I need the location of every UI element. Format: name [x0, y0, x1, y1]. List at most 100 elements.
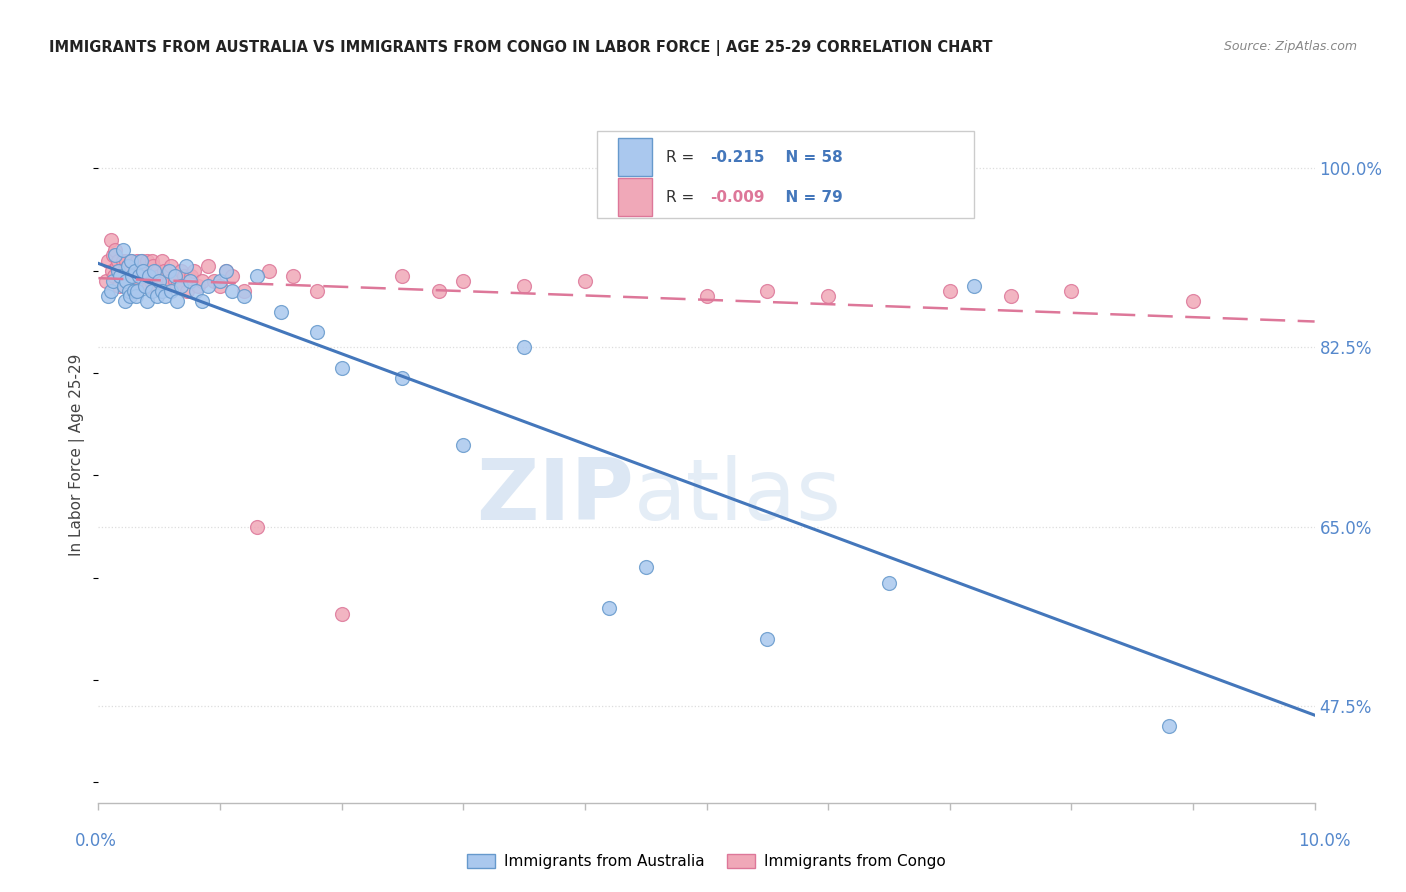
Point — [129, 253, 152, 268]
Point — [115, 253, 138, 268]
Point — [100, 284, 122, 298]
Point — [104, 248, 127, 262]
FancyBboxPatch shape — [617, 178, 652, 217]
Point — [160, 284, 183, 298]
Point — [118, 274, 141, 288]
Point — [233, 289, 256, 303]
Point — [817, 289, 839, 303]
Text: -0.009: -0.009 — [710, 190, 765, 205]
Point — [117, 259, 139, 273]
Point — [170, 279, 193, 293]
Point — [124, 264, 146, 278]
Point — [1060, 284, 1083, 298]
Point — [110, 268, 132, 283]
Point — [270, 304, 292, 318]
Point — [139, 274, 162, 288]
Text: 0.0%: 0.0% — [75, 831, 117, 849]
Point — [118, 289, 141, 303]
Point — [330, 607, 353, 621]
Point — [125, 289, 148, 303]
Point — [117, 259, 139, 273]
Text: atlas: atlas — [634, 455, 842, 538]
Point — [187, 279, 209, 293]
Point — [104, 244, 127, 258]
Point — [160, 259, 183, 273]
Point — [105, 259, 128, 273]
Point — [97, 253, 120, 268]
Point — [157, 264, 180, 278]
Point — [221, 284, 243, 298]
Point — [163, 268, 186, 283]
Point — [157, 274, 180, 288]
Point — [122, 284, 145, 298]
Point — [427, 284, 450, 298]
Point — [1157, 719, 1180, 733]
Point — [963, 279, 986, 293]
Point — [330, 360, 353, 375]
Point — [110, 264, 132, 278]
Point — [111, 244, 134, 258]
Point — [101, 248, 124, 262]
Point — [756, 632, 779, 646]
Point — [112, 264, 135, 278]
FancyBboxPatch shape — [617, 138, 652, 177]
Point — [107, 253, 129, 268]
Text: N = 58: N = 58 — [775, 150, 842, 165]
Point — [257, 264, 280, 278]
Point — [148, 274, 170, 288]
Point — [100, 233, 122, 247]
Point — [129, 268, 152, 283]
Point — [513, 341, 536, 355]
Point — [153, 264, 176, 278]
Point — [118, 279, 141, 293]
Point — [111, 253, 134, 268]
Point — [146, 264, 169, 278]
Point — [176, 284, 198, 298]
Point — [132, 264, 155, 278]
Point — [143, 264, 166, 278]
Legend: Immigrants from Australia, Immigrants from Congo: Immigrants from Australia, Immigrants fr… — [461, 848, 952, 875]
Point — [138, 279, 160, 293]
Point — [155, 279, 177, 293]
Point — [110, 268, 132, 283]
Point — [155, 289, 177, 303]
Point — [197, 279, 219, 293]
Point — [142, 259, 165, 273]
Point — [183, 264, 205, 278]
Point — [233, 284, 256, 298]
Point — [197, 259, 219, 273]
Point — [150, 284, 173, 298]
Point — [179, 274, 201, 288]
Point — [127, 253, 149, 268]
Point — [141, 253, 163, 268]
Point — [121, 268, 143, 283]
Text: 10.0%: 10.0% — [1298, 831, 1351, 849]
Point — [166, 294, 188, 309]
Point — [143, 274, 166, 288]
Point — [124, 259, 146, 273]
Point — [202, 274, 225, 288]
Point — [245, 268, 267, 283]
Point — [163, 274, 186, 288]
Point — [281, 268, 304, 283]
Point — [453, 438, 475, 452]
FancyBboxPatch shape — [598, 131, 974, 219]
Point — [146, 289, 169, 303]
Text: N = 79: N = 79 — [775, 190, 842, 205]
Point — [120, 253, 142, 268]
Point — [180, 268, 202, 283]
Point — [114, 294, 136, 309]
Point — [245, 519, 267, 533]
Point — [128, 264, 150, 278]
Point — [574, 274, 596, 288]
Point — [756, 284, 779, 298]
Point — [94, 274, 117, 288]
Point — [221, 268, 243, 283]
Text: Source: ZipAtlas.com: Source: ZipAtlas.com — [1223, 40, 1357, 54]
Point — [170, 264, 193, 278]
Point — [107, 264, 129, 278]
Point — [391, 268, 413, 283]
Point — [125, 274, 148, 288]
Text: R =: R = — [666, 190, 700, 205]
Point — [191, 274, 214, 288]
